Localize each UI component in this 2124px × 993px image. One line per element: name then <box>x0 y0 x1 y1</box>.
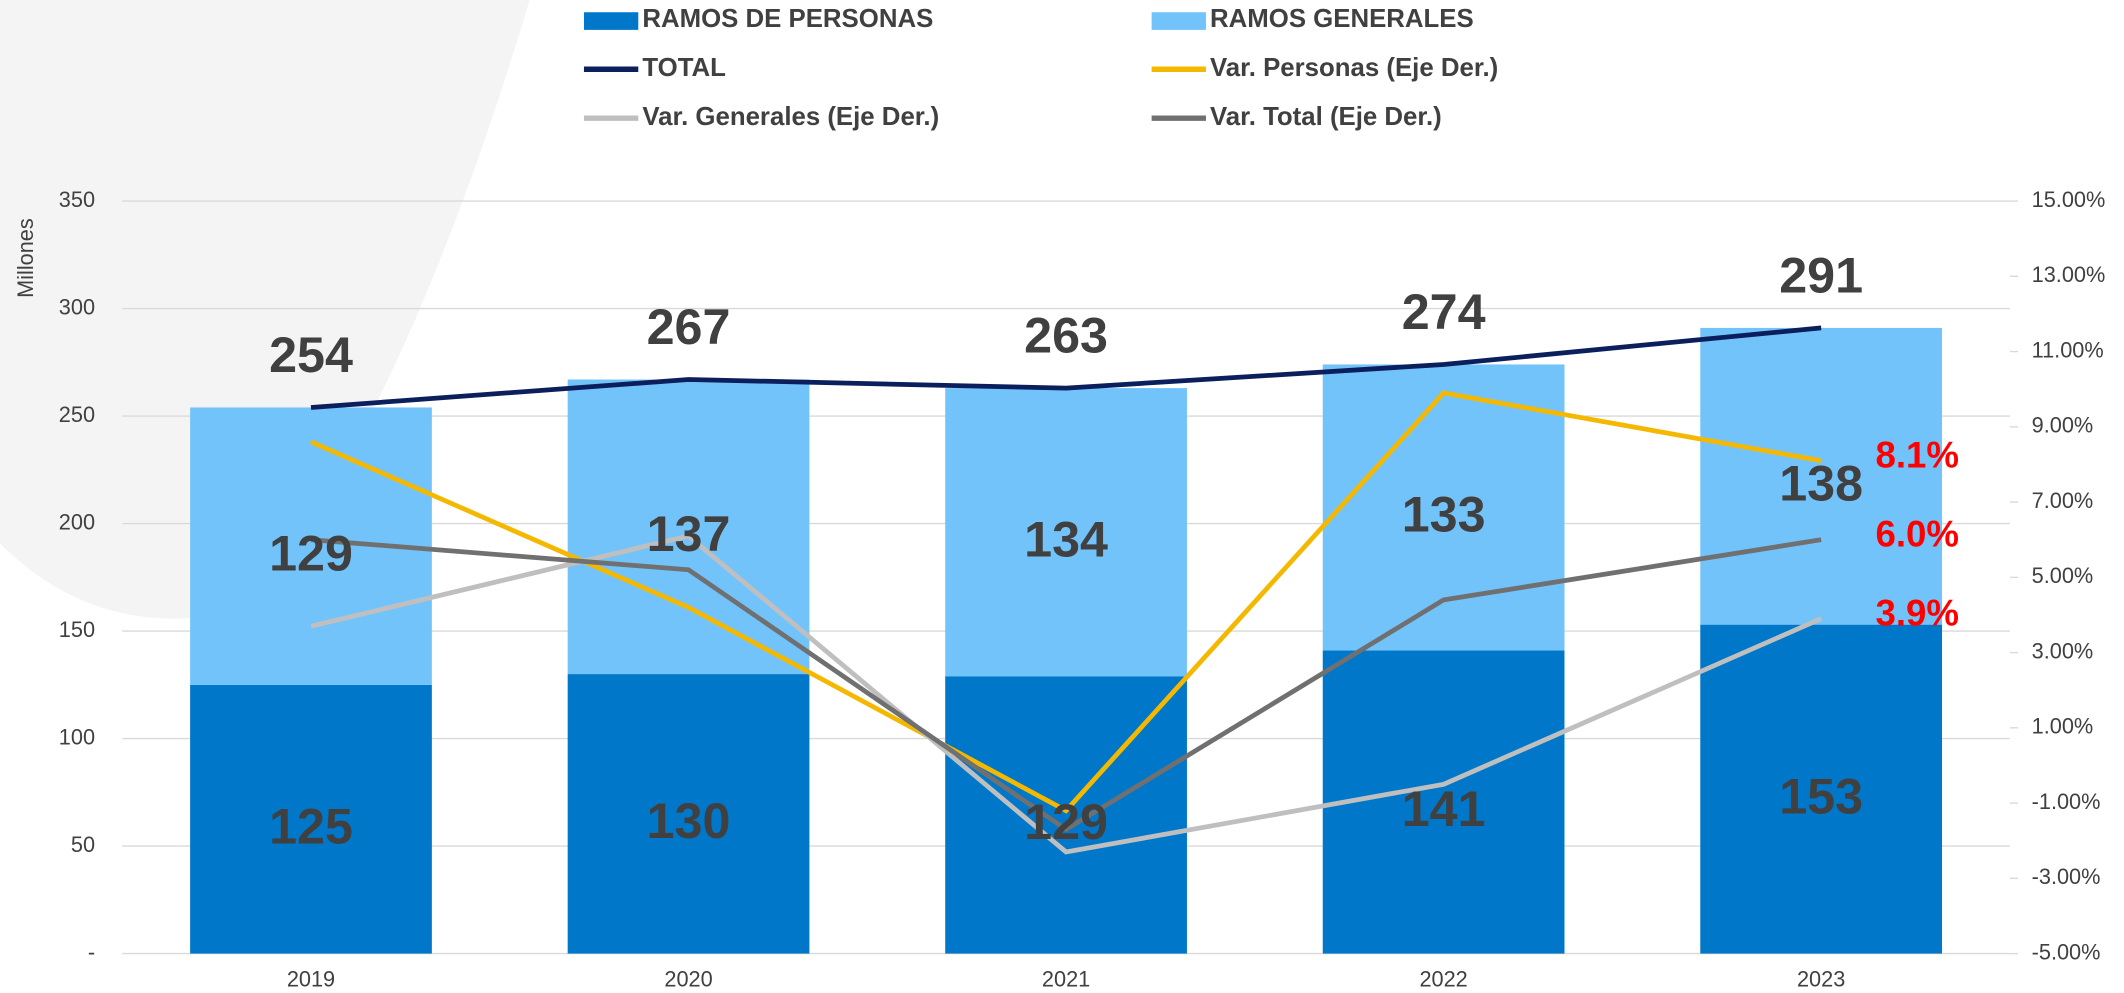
x-tick-label: 2021 <box>1042 967 1090 992</box>
bar-segment <box>1322 650 1565 954</box>
line-series <box>310 390 1822 814</box>
legend-swatch <box>1151 12 1206 30</box>
data-label: 254 <box>269 327 353 383</box>
y2-tick-label: 15.00% <box>2032 187 2106 212</box>
data-label: 274 <box>1402 284 1486 340</box>
y2-tick-label: -1.00% <box>2032 789 2101 814</box>
bar-segment <box>945 388 1187 677</box>
line-series <box>310 325 1822 410</box>
y-tick-label: 300 <box>59 294 95 319</box>
data-label: 129 <box>1024 794 1108 850</box>
legend-label: Var. Personas (Eje Der.) <box>1210 54 1498 82</box>
legend-label: Var. Generales (Eje Der.) <box>642 103 939 131</box>
data-label: 267 <box>647 299 731 355</box>
y-tick-label: 150 <box>59 617 95 642</box>
y-tick-label: 50 <box>71 832 95 857</box>
y2-tick-label: 13.00% <box>2032 262 2106 287</box>
y2-tick-label: 11.00% <box>2032 337 2104 362</box>
data-label: 263 <box>1024 307 1108 363</box>
y2-tick-label: 9.00% <box>2032 413 2094 438</box>
line-series <box>310 537 1822 833</box>
legend-label: TOTAL <box>642 54 726 82</box>
bar-segment <box>1700 624 1943 954</box>
bar-segment <box>1322 364 1565 651</box>
x-tick-label: 2020 <box>664 967 712 992</box>
data-label: 138 <box>1779 455 1863 511</box>
bar-segment <box>567 674 810 954</box>
x-tick-label: 2019 <box>287 967 335 992</box>
data-label: 137 <box>647 506 731 562</box>
y-tick-label: 350 <box>59 187 95 212</box>
y2-tick-label: 3.00% <box>2032 638 2094 663</box>
x-tick-label: 2023 <box>1797 967 1845 992</box>
value-label: 8.1% <box>1875 435 1959 476</box>
y2-tick-label: 7.00% <box>2032 488 2094 513</box>
data-label: 291 <box>1779 247 1863 303</box>
data-label: 130 <box>647 793 731 849</box>
legend-label: Var. Total (Eje Der.) <box>1210 103 1442 131</box>
y-tick-label: 200 <box>59 509 95 534</box>
y2-tick-label: 1.00% <box>2032 714 2094 739</box>
y2-tick-label: 5.00% <box>2032 563 2094 588</box>
data-label: 133 <box>1402 487 1486 543</box>
line-series <box>310 533 1823 855</box>
y-tick-label: 100 <box>59 724 95 749</box>
legend-swatch <box>583 12 639 30</box>
value-label: 3.9% <box>1875 593 1959 634</box>
value-label: 6.0% <box>1875 514 1959 555</box>
y-tick-label: - <box>88 939 95 964</box>
data-label: 141 <box>1402 781 1486 837</box>
bar-segment <box>1700 327 1943 625</box>
legend-label: RAMOS DE PERSONAS <box>642 5 933 33</box>
data-label: 153 <box>1779 768 1863 824</box>
y2-tick-label: -5.00% <box>2032 939 2101 964</box>
y-tick-label: 250 <box>59 402 95 427</box>
x-tick-label: 2022 <box>1419 967 1467 992</box>
bar-segment <box>190 684 432 954</box>
data-label: 125 <box>269 798 353 854</box>
data-label: 134 <box>1024 511 1108 567</box>
y2-tick-label: -3.00% <box>2032 864 2101 889</box>
data-label: 129 <box>269 525 353 581</box>
legend-label: RAMOS GENERALES <box>1210 5 1474 33</box>
background-shape <box>0 0 530 619</box>
y-axis-label: Millones <box>13 218 38 298</box>
